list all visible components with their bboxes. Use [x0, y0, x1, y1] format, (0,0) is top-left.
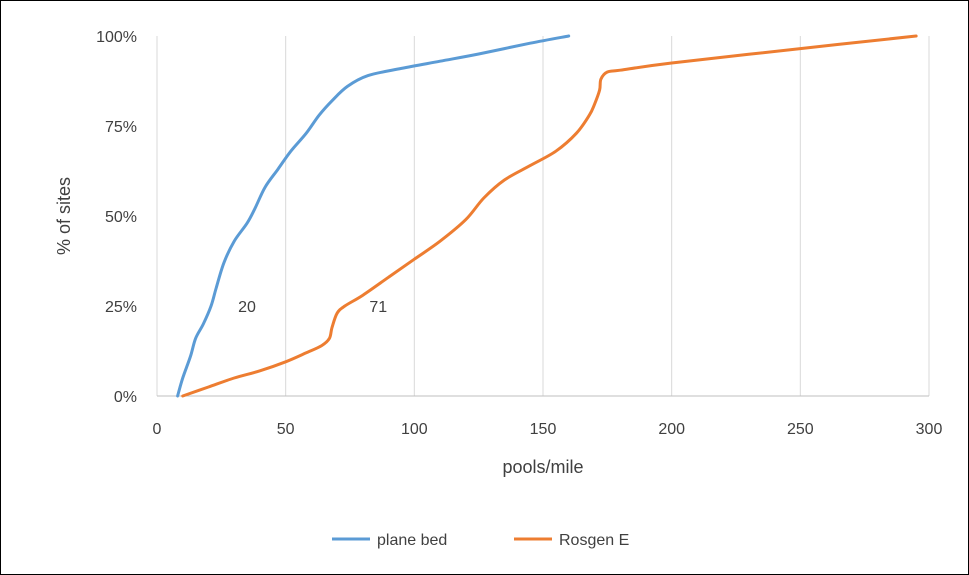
- annotation-label: 20: [238, 299, 256, 316]
- x-tick-label: 200: [658, 421, 685, 438]
- y-tick-label: 75%: [105, 119, 137, 136]
- x-tick-label: 300: [916, 421, 943, 438]
- y-tick-label: 25%: [105, 299, 137, 316]
- x-tick-label: 100: [401, 421, 428, 438]
- x-axis-label: pools/mile: [502, 457, 583, 477]
- y-axis-label: % of sites: [54, 177, 74, 255]
- legend-label-rosgen-e: Rosgen E: [559, 532, 629, 549]
- y-tick-label: 100%: [96, 29, 137, 46]
- series-line-rosgen-e: [181, 34, 918, 398]
- series-line-plane-bed: [176, 34, 571, 398]
- y-tick-label: 0%: [114, 389, 137, 406]
- legend-label-plane-bed: plane bed: [377, 532, 447, 549]
- x-tick-label: 150: [530, 421, 557, 438]
- x-tick-label: 50: [277, 421, 295, 438]
- x-tick-label: 250: [787, 421, 814, 438]
- x-tick-label: 0: [153, 421, 162, 438]
- annotation-label: 71: [369, 299, 387, 316]
- y-tick-label: 50%: [105, 209, 137, 226]
